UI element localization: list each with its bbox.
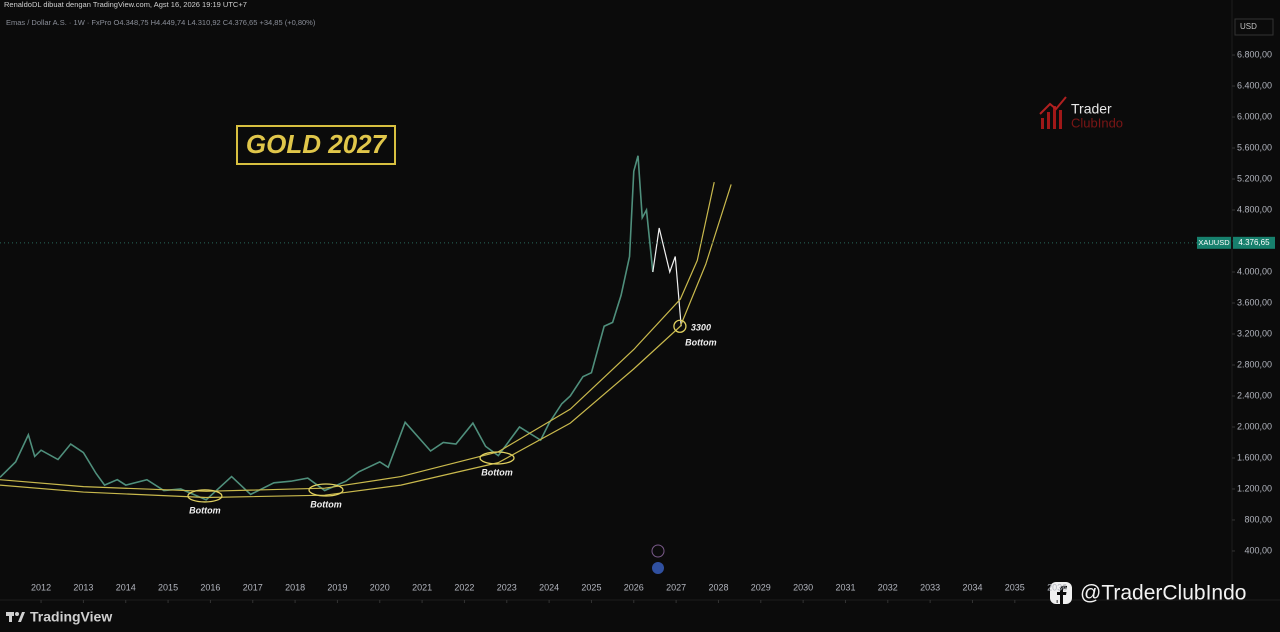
- source-note: RenaldoDL dibuat dengan TradingView.com,…: [4, 0, 247, 9]
- annotation-ellipse: [673, 319, 687, 333]
- x-tick-label: 2031: [835, 582, 855, 592]
- handle: @TraderClubIndo: [1080, 582, 1246, 605]
- y-tick-label: 4.000,00: [1237, 266, 1272, 276]
- event-marker[interactable]: [652, 562, 664, 574]
- y-tick-label: 5.200,00: [1237, 173, 1272, 183]
- x-tick-label: 2023: [497, 582, 517, 592]
- y-tick-label: 2.800,00: [1237, 359, 1272, 369]
- x-tick-label: 2017: [243, 582, 263, 592]
- price-tag: [1233, 236, 1275, 249]
- x-tick-label: 2030: [793, 582, 813, 592]
- y-tick-label: 3.600,00: [1237, 297, 1272, 307]
- annotation-label: Bottom: [310, 499, 342, 509]
- y-tick-label: 800,00: [1244, 514, 1272, 524]
- event-marker[interactable]: [651, 544, 665, 558]
- platform: TradingView: [30, 609, 112, 625]
- x-tick-label: 2033: [920, 582, 940, 592]
- annotation-label: Bottom: [481, 467, 513, 477]
- x-tick-label: 2034: [962, 582, 982, 592]
- x-tick-label: 2027: [666, 582, 686, 592]
- x-tick-label: 2016: [200, 582, 220, 592]
- annotation-label: 3300: [691, 323, 711, 333]
- y-tick-label: 2.400,00: [1237, 390, 1272, 400]
- title-box: [236, 125, 396, 165]
- tradingview-logo: [6, 612, 25, 622]
- price-value: 4.376,65: [1238, 238, 1270, 247]
- annotation-ellipse: [308, 483, 344, 497]
- x-tick-label: 2022: [454, 582, 474, 592]
- x-tick-label: 2012: [31, 582, 51, 592]
- x-tick-label: 2018: [285, 582, 305, 592]
- y-tick-label: 6.000,00: [1237, 111, 1272, 121]
- x-tick-label: 2019: [327, 582, 347, 592]
- y-tick-label: 2.000,00: [1237, 421, 1272, 431]
- y-tick-label: 3.200,00: [1237, 328, 1272, 338]
- y-tick-label: 6.800,00: [1237, 49, 1272, 59]
- price-symbol: XAUUSD: [1198, 238, 1230, 247]
- y-tick-label: 1.600,00: [1237, 452, 1272, 462]
- facebook-icon: [1050, 582, 1072, 604]
- y-tick-label: 400,00: [1244, 545, 1272, 555]
- currency[interactable]: USD: [1240, 22, 1257, 31]
- annotation-label: Bottom: [189, 505, 221, 515]
- x-tick-label: 2013: [73, 582, 93, 592]
- x-tick-label: 2028: [708, 582, 728, 592]
- x-tick-label: 2036: [1047, 582, 1067, 592]
- x-tick-label: 2020: [370, 582, 390, 592]
- x-tick-label: 2025: [581, 582, 601, 592]
- annotation-ellipse: [479, 451, 515, 465]
- symbol-line: Emas / Dollar A.S. · 1W · FxPro O4.348,7…: [6, 18, 316, 27]
- x-tick-label: 2026: [624, 582, 644, 592]
- brand-name: Trader: [1071, 101, 1112, 117]
- x-tick-label: 2029: [751, 582, 771, 592]
- x-tick-label: 2021: [412, 582, 432, 592]
- series-line: [0, 184, 732, 499]
- chart-title: GOLD 2027: [246, 129, 388, 159]
- x-tick-label: 2035: [1005, 582, 1025, 592]
- y-tick-label: 5.600,00: [1237, 142, 1272, 152]
- currency-box[interactable]: [1234, 18, 1274, 36]
- x-tick-label: 2015: [158, 582, 178, 592]
- y-tick-label: 1.200,00: [1237, 483, 1272, 493]
- x-tick-label: 2014: [116, 582, 136, 592]
- series-line: [0, 155, 654, 501]
- brand-name: ClubIndo: [1071, 115, 1123, 130]
- annotation-label: Bottom: [685, 338, 717, 348]
- x-tick-label: 2024: [539, 582, 559, 592]
- annotation-ellipse: [187, 489, 223, 503]
- y-tick-label: 4.800,00: [1237, 204, 1272, 214]
- series-line: [652, 227, 682, 327]
- x-tick-label: 2032: [878, 582, 898, 592]
- price-tag: [1197, 236, 1231, 249]
- y-tick-label: 6.400,00: [1237, 80, 1272, 90]
- brand-logo: [1039, 96, 1067, 129]
